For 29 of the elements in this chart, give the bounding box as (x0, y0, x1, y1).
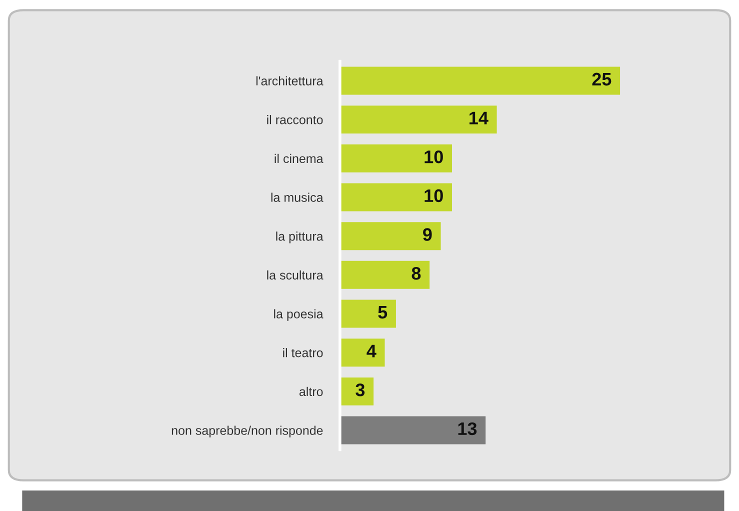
data-label: 3 (356, 383, 365, 396)
data-label: 14 (470, 112, 488, 124)
data-label: 13 (458, 422, 477, 436)
bar (340, 338, 385, 367)
bar (340, 416, 486, 444)
bar (340, 66, 620, 95)
data-label: 4 (366, 344, 376, 358)
bar (340, 300, 396, 328)
y-tick-label: la musica (271, 192, 324, 202)
data-label: 10 (424, 189, 443, 202)
data-label: 9 (423, 228, 432, 241)
y-tick-label: il racconto (267, 115, 323, 124)
bar (340, 260, 430, 289)
data-label: 5 (378, 306, 388, 319)
bar (340, 222, 441, 250)
y-tick-label: il cinema (274, 154, 324, 164)
y-tick-label: altro (299, 386, 323, 396)
bar (340, 183, 452, 212)
data-label: 25 (592, 72, 612, 86)
data-label: 10 (424, 150, 443, 164)
y-tick-label: non saprebbe/non risponde (172, 426, 323, 438)
y-tick-label: la scultura (267, 270, 324, 280)
y-tick-label: la poesia (274, 309, 324, 321)
y-tick-label: l'architettura (256, 76, 324, 86)
data-label: 8 (412, 266, 421, 280)
bar (340, 106, 497, 134)
y-tick-label: il teatro (283, 348, 323, 358)
y-tick-label: la pittura (276, 232, 324, 244)
bar (340, 144, 452, 172)
